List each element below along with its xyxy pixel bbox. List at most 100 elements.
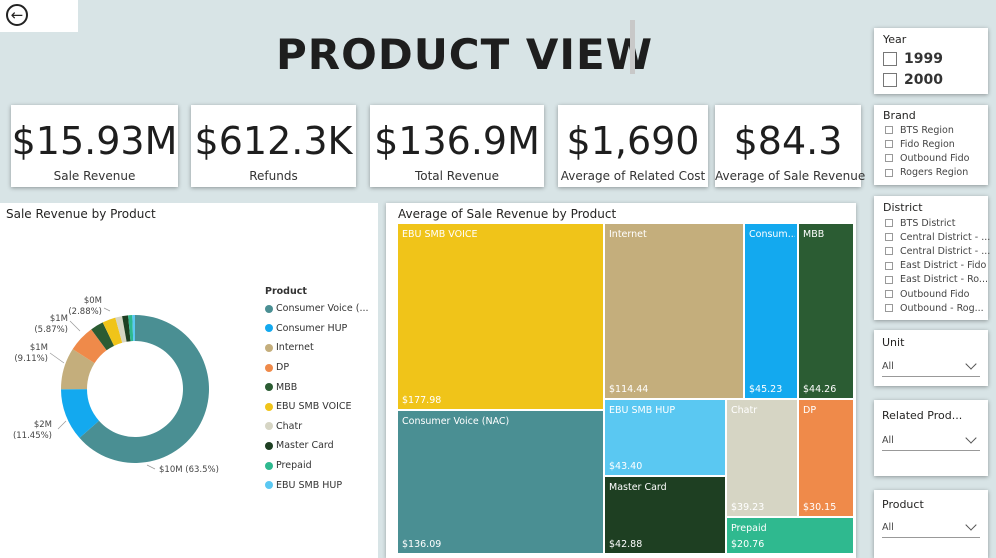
- legend-item[interactable]: Consumer Voice (...: [265, 299, 369, 319]
- treemap-panel[interactable]: Average of Sale Revenue by Product EBU S…: [386, 203, 856, 558]
- leader-line: [103, 307, 111, 312]
- checkbox[interactable]: [883, 72, 897, 87]
- donut-slice[interactable]: [122, 315, 131, 342]
- data-label-value: $1M: [29, 343, 48, 353]
- legend-dot: [265, 441, 273, 450]
- brand-option[interactable]: Fido Region: [885, 137, 969, 151]
- donut-slice[interactable]: [102, 317, 123, 346]
- tile-value: $43.40: [609, 461, 643, 472]
- district-option[interactable]: East District - Fido: [885, 259, 990, 273]
- donut-slice[interactable]: [128, 315, 134, 342]
- treemap-tile[interactable]: EBU SMB HUP $43.40: [604, 399, 726, 476]
- leader-line: [49, 352, 65, 364]
- back-arrow-icon[interactable]: ←: [6, 4, 28, 26]
- donut-slice[interactable]: [132, 315, 135, 342]
- district-option[interactable]: Outbound Fido: [885, 287, 990, 301]
- checkbox[interactable]: [885, 275, 893, 284]
- tile-label: Consum...: [749, 229, 795, 240]
- legend-dot: [265, 481, 273, 490]
- checkbox[interactable]: [885, 247, 893, 256]
- district-option[interactable]: Outbound - Rog...: [885, 301, 990, 315]
- checkbox[interactable]: [885, 304, 893, 313]
- data-label-value: $1M: [49, 314, 68, 324]
- district-option[interactable]: Central District - ...: [885, 230, 990, 244]
- legend-item[interactable]: Prepaid: [265, 456, 369, 476]
- legend-item[interactable]: DP: [265, 358, 369, 378]
- donut-slice[interactable]: [72, 329, 107, 364]
- legend-item[interactable]: Master Card: [265, 436, 369, 456]
- year-option-1999[interactable]: 1999: [883, 48, 943, 69]
- tile-value: $20.76: [731, 539, 765, 550]
- checkbox[interactable]: [885, 290, 893, 299]
- related-prod-dropdown[interactable]: All: [882, 430, 980, 451]
- legend-item[interactable]: Consumer HUP: [265, 319, 369, 339]
- checkbox[interactable]: [885, 261, 893, 270]
- data-label: $0M (2.88%): [62, 296, 102, 318]
- donut-slice[interactable]: [79, 315, 209, 463]
- chevron-down-icon: [965, 432, 977, 444]
- kpi-card-avg-sale-revenue[interactable]: $84.3 Average of Sale Revenue: [715, 105, 865, 187]
- legend-label: Internet: [276, 342, 314, 354]
- treemap-tile[interactable]: Prepaid $20.76: [726, 517, 854, 554]
- tile-value: $39.23: [731, 502, 765, 513]
- donut-slice[interactable]: [115, 316, 127, 343]
- treemap-tile[interactable]: DP $30.15: [798, 399, 854, 517]
- year-option-2000[interactable]: 2000: [883, 69, 943, 90]
- legend-dot: [265, 383, 273, 392]
- kpi-label: Total Revenue: [414, 169, 500, 183]
- treemap-tile[interactable]: Consum... $45.23: [744, 223, 798, 399]
- dropdown-value: All: [882, 360, 894, 372]
- legend-label: Consumer HUP: [276, 322, 348, 334]
- checkbox[interactable]: [885, 233, 893, 242]
- slicer-title: Brand: [883, 109, 916, 122]
- legend-item[interactable]: MBB: [265, 377, 369, 397]
- kpi-card-sale-revenue[interactable]: $15.93M Sale Revenue: [11, 105, 178, 187]
- district-option[interactable]: Central District - ...: [885, 244, 990, 258]
- legend-label: Master Card: [276, 440, 334, 452]
- treemap-tile[interactable]: Chatr $39.23: [726, 399, 798, 517]
- brand-option[interactable]: Rogers Region: [885, 166, 969, 180]
- legend-item[interactable]: Chatr: [265, 417, 369, 437]
- treemap-tile[interactable]: EBU SMB VOICE $177.98: [397, 223, 604, 410]
- treemap-tile[interactable]: MBB $44.26: [798, 223, 854, 399]
- unit-dropdown[interactable]: All: [882, 356, 980, 377]
- donut-chart-panel[interactable]: Sale Revenue by Product $0M (2.88%) $1M (5…: [0, 203, 378, 558]
- legend-dot: [265, 402, 273, 411]
- checkbox[interactable]: [885, 126, 893, 135]
- slicer-title: Related Prod...: [882, 409, 963, 422]
- option-label: BTS Region: [900, 124, 954, 136]
- legend-item[interactable]: EBU SMB HUP: [265, 475, 369, 495]
- district-option[interactable]: East District - Ro...: [885, 273, 990, 287]
- legend-item[interactable]: EBU SMB VOICE: [265, 397, 369, 417]
- kpi-card-avg-related-cost[interactable]: $1,690 Average of Related Cost: [558, 105, 708, 187]
- year-options: 1999 2000: [883, 48, 943, 90]
- treemap-tile[interactable]: Consumer Voice (NAC) $136.09: [397, 410, 604, 554]
- legend-label: Consumer Voice (...: [276, 303, 369, 315]
- slicer-title: Product: [882, 498, 924, 511]
- checkbox[interactable]: [885, 154, 893, 163]
- checkbox[interactable]: [885, 219, 893, 228]
- checkbox[interactable]: [885, 140, 893, 149]
- unit-slicer: Unit All: [874, 330, 988, 386]
- brand-option[interactable]: BTS Region: [885, 123, 969, 137]
- checkbox[interactable]: [885, 168, 893, 177]
- product-slicer: Product All: [874, 490, 988, 558]
- dropdown-value: All: [882, 434, 894, 446]
- kpi-label: Sale Revenue: [53, 169, 136, 183]
- data-label: $10M (63.5%): [159, 465, 219, 475]
- legend-item[interactable]: Internet: [265, 338, 369, 358]
- treemap-tile[interactable]: Internet $114.44: [604, 223, 744, 399]
- donut-slice[interactable]: [61, 349, 95, 390]
- district-option[interactable]: BTS District: [885, 216, 990, 230]
- legend-dot: [265, 461, 273, 470]
- donut-slice[interactable]: [91, 322, 115, 351]
- option-label: 1999: [904, 50, 943, 67]
- product-dropdown[interactable]: All: [882, 517, 980, 538]
- kpi-card-total-revenue[interactable]: $136.9M Total Revenue: [370, 105, 544, 187]
- kpi-card-refunds[interactable]: $612.3K Refunds: [191, 105, 356, 187]
- brand-option[interactable]: Outbound Fido: [885, 151, 969, 165]
- tile-value: $30.15: [803, 502, 837, 513]
- checkbox[interactable]: [883, 51, 897, 66]
- treemap-tile[interactable]: Master Card $42.88: [604, 476, 726, 554]
- donut-slice[interactable]: [61, 389, 99, 438]
